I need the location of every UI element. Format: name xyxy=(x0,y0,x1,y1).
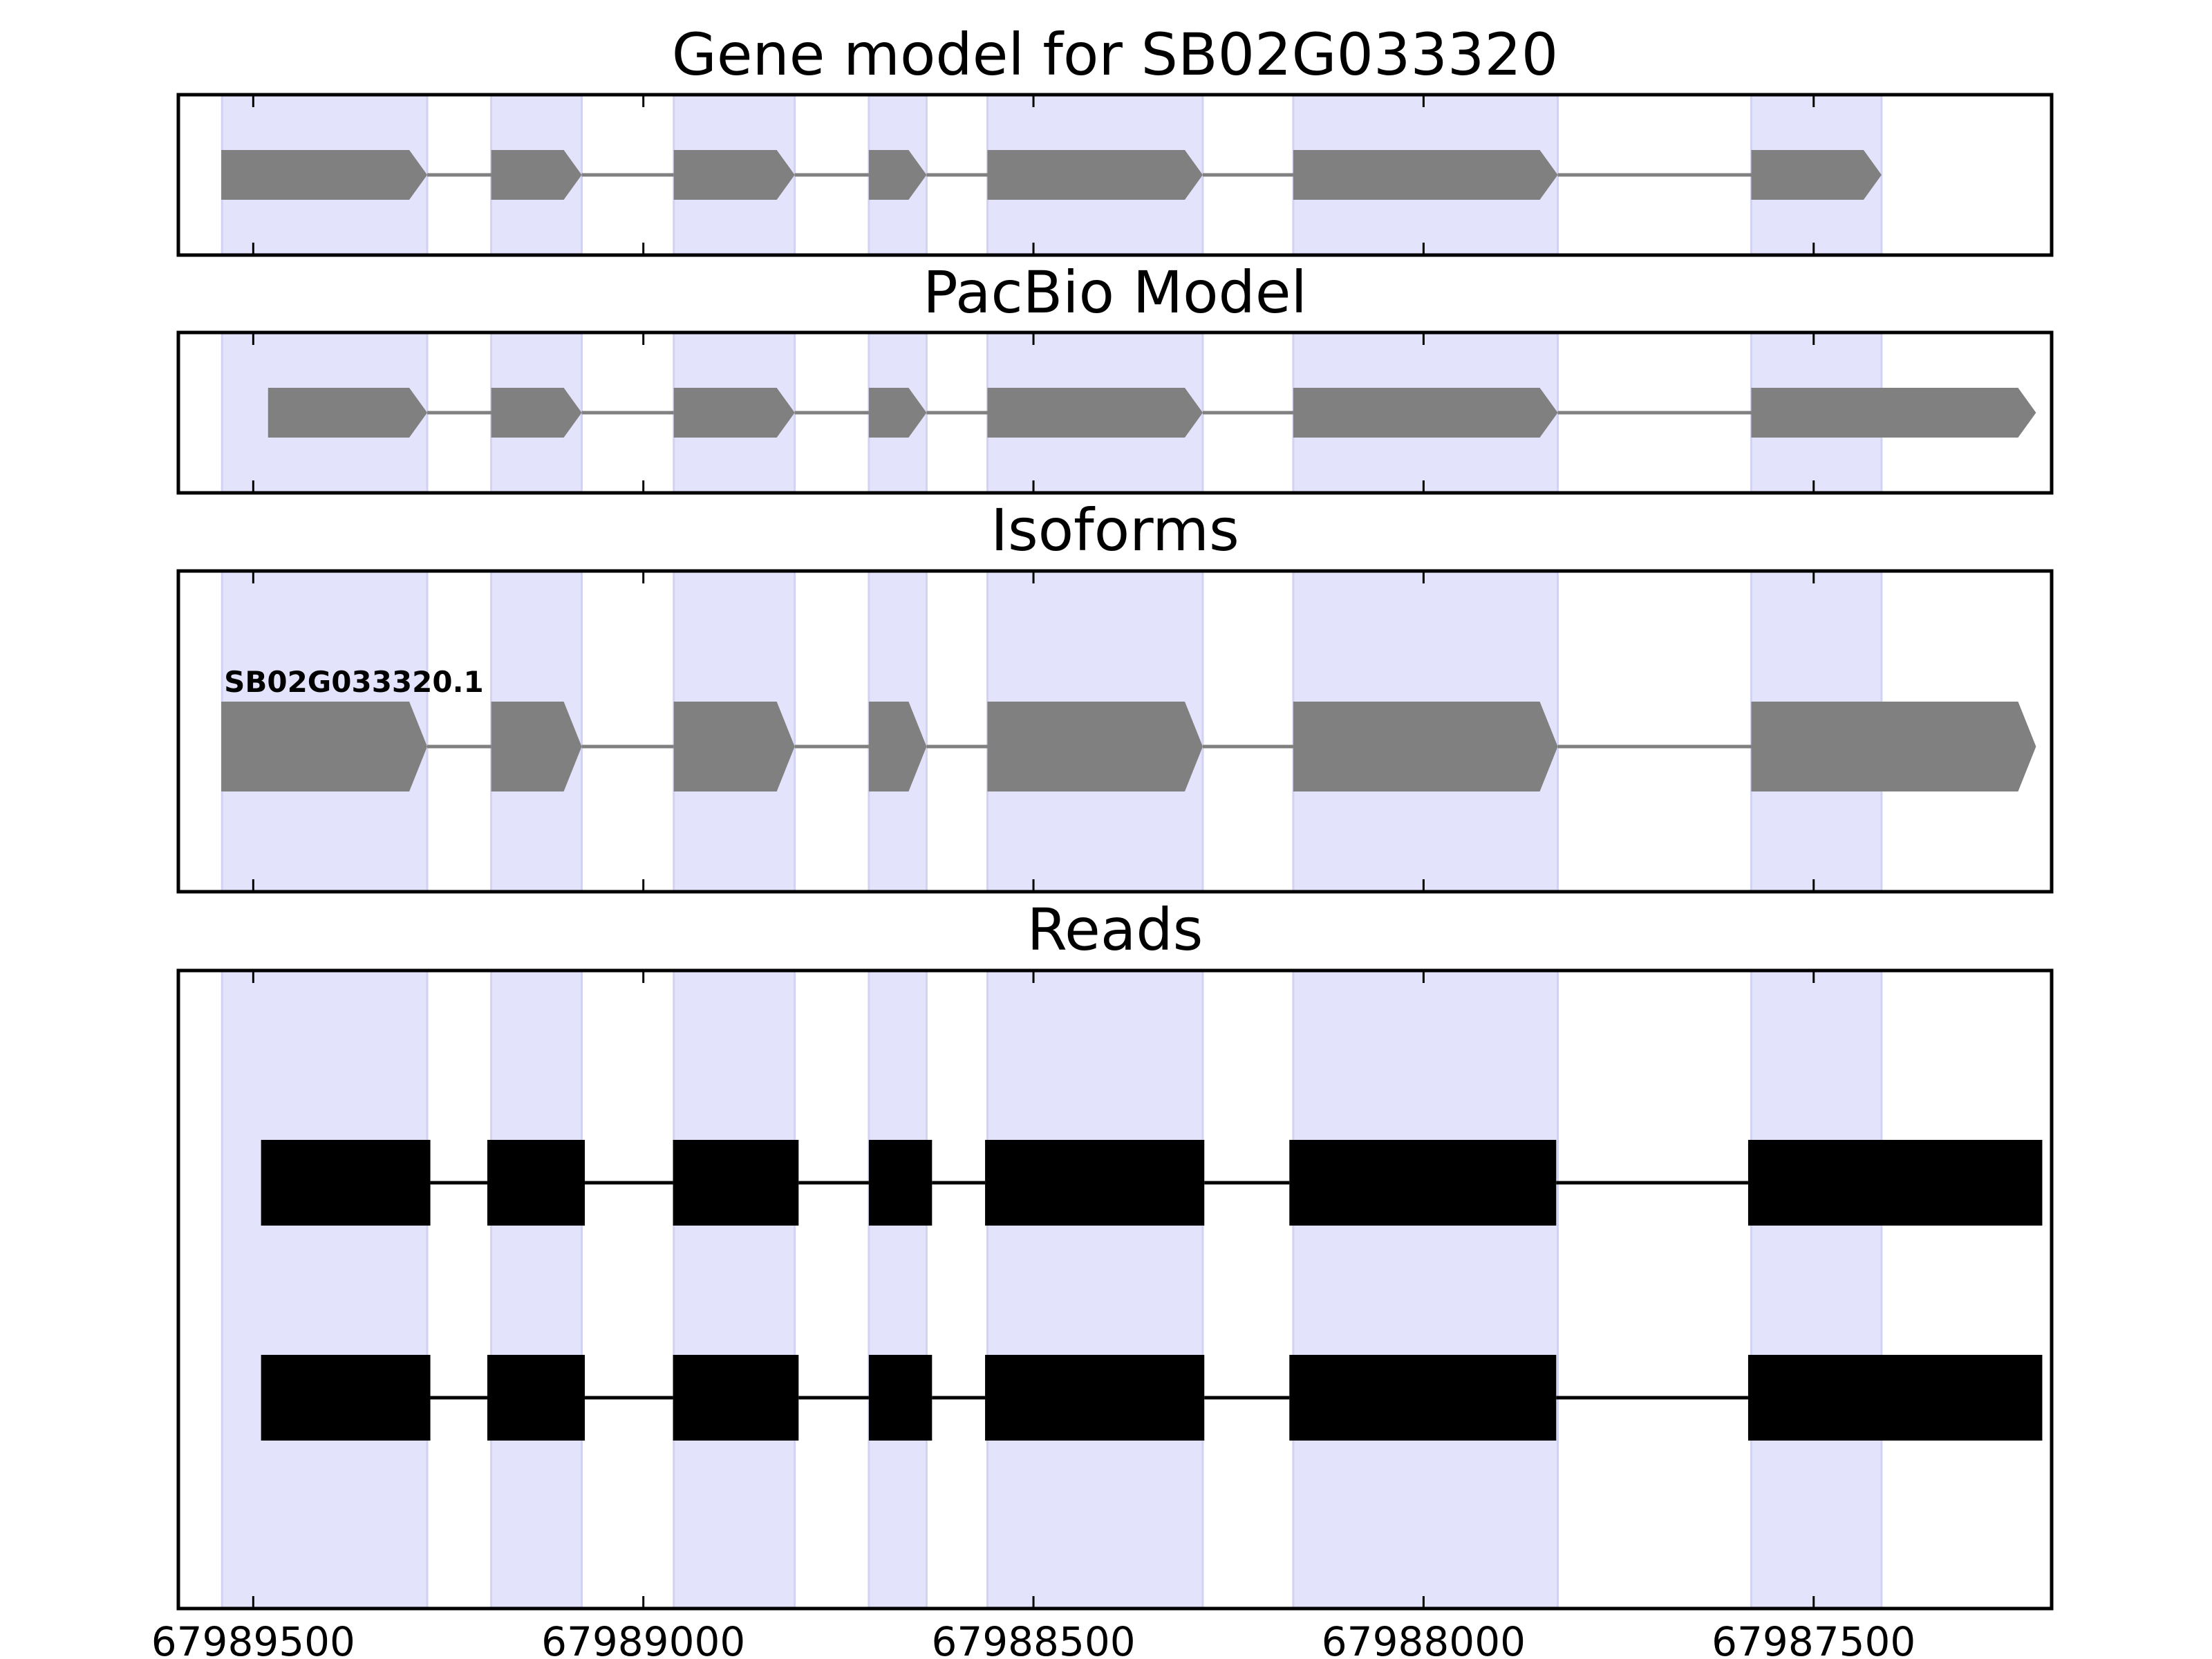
exon-1 xyxy=(491,388,582,438)
exon-4 xyxy=(987,702,1203,791)
read-block-3 xyxy=(868,1140,932,1226)
highlight-region-0 xyxy=(221,969,429,1610)
exon-6 xyxy=(1751,150,1882,200)
x-tick-label-3: 67988000 xyxy=(1322,1618,1526,1659)
panel-frame xyxy=(176,968,2054,1611)
highlight-region-6 xyxy=(1750,969,1883,1610)
panel-2: SB02G033320.1 Isoforms xyxy=(176,496,2054,894)
exon-2 xyxy=(673,150,795,200)
panel-1: PacBio Model xyxy=(176,259,2054,495)
highlight-region-1 xyxy=(490,969,583,1610)
read-block-6 xyxy=(1747,1355,2043,1441)
exon-0 xyxy=(221,702,428,791)
highlight-region-4 xyxy=(986,969,1204,1610)
x-tick-label-2: 67988500 xyxy=(931,1618,1135,1659)
panel-frame xyxy=(176,569,2054,894)
exon-3 xyxy=(868,388,927,438)
panel-0: Gene model for SB02G033320 xyxy=(176,21,2054,257)
read-block-1 xyxy=(487,1355,585,1441)
exon-6 xyxy=(1751,388,2036,438)
isoform-label: SB02G033320.1 xyxy=(224,665,484,699)
exon-4 xyxy=(987,388,1203,438)
read-block-6 xyxy=(1747,1140,2043,1226)
highlight-region-2 xyxy=(673,969,796,1610)
read-block-5 xyxy=(1289,1355,1557,1441)
exon-0 xyxy=(268,388,428,438)
read-block-4 xyxy=(985,1355,1205,1441)
exon-2 xyxy=(673,388,795,438)
panel-title: Reads xyxy=(1027,896,1203,964)
panel-frame xyxy=(176,330,2054,495)
exon-5 xyxy=(1293,388,1558,438)
exon-3 xyxy=(868,150,927,200)
read-0 xyxy=(261,1140,2043,1226)
exon-0 xyxy=(221,150,428,200)
read-block-1 xyxy=(487,1140,585,1226)
read-block-5 xyxy=(1289,1140,1557,1226)
exon-3 xyxy=(868,702,927,791)
read-block-0 xyxy=(261,1140,431,1226)
exon-5 xyxy=(1293,702,1558,791)
read-block-4 xyxy=(985,1140,1205,1226)
read-1 xyxy=(261,1355,2043,1441)
exon-6 xyxy=(1751,702,2036,791)
exon-5 xyxy=(1293,150,1558,200)
exon-1 xyxy=(491,150,582,200)
x-tick-label-1: 67989000 xyxy=(541,1618,745,1659)
highlight-region-3 xyxy=(868,969,928,1610)
x-tick-label-4: 67987500 xyxy=(1712,1618,1915,1659)
highlight-region-5 xyxy=(1292,969,1559,1610)
read-block-2 xyxy=(673,1355,799,1441)
exon-1 xyxy=(491,702,582,791)
panel-title: Gene model for SB02G033320 xyxy=(672,21,1558,88)
x-tick-label-0: 67989500 xyxy=(151,1618,355,1659)
panel-title: Isoforms xyxy=(991,496,1239,564)
read-block-2 xyxy=(673,1140,799,1226)
read-block-3 xyxy=(868,1355,932,1441)
exon-2 xyxy=(673,702,795,791)
exon-4 xyxy=(987,150,1203,200)
read-block-0 xyxy=(261,1355,431,1441)
panel-title: PacBio Model xyxy=(923,259,1307,326)
panel-3: Reads xyxy=(176,896,2054,1611)
panel-frame xyxy=(176,93,2054,257)
